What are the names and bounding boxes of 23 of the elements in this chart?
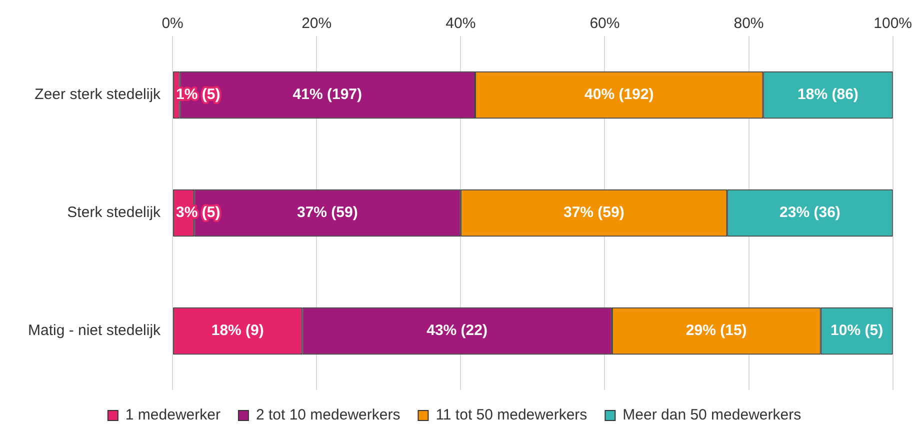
x-tick-label: 100% — [874, 15, 912, 32]
data-label: 29% (15) — [686, 322, 747, 340]
x-tick-label: 40% — [446, 15, 476, 32]
legend-label: 1 medewerker — [125, 406, 220, 424]
data-label: 10% (5) — [830, 322, 884, 340]
data-label: 37% (59) — [296, 204, 358, 222]
y-tick-label: Matig - niet stedelijk — [28, 322, 162, 340]
data-label: 18% (9) — [211, 322, 264, 340]
y-tick-label: Sterk stedelijk — [67, 204, 162, 222]
data-label: 40% (192) — [584, 86, 654, 104]
legend-label: Meer dan 50 medewerkers — [622, 406, 802, 424]
x-tick-label: 20% — [302, 15, 332, 32]
legend-label: 11 tot 50 medewerkers — [436, 406, 588, 424]
y-tick-label: Zeer sterk stedelijk — [34, 86, 162, 104]
legend-label: 2 tot 10 medewerkers — [256, 406, 400, 424]
data-label: 18% (86) — [798, 86, 858, 104]
x-tick-label: 80% — [734, 15, 764, 32]
data-label: 23% (36) — [780, 204, 840, 222]
data-label: 41% (197) — [292, 86, 362, 104]
x-tick-label: 60% — [590, 15, 620, 32]
data-label: 43% (22) — [426, 322, 488, 340]
data-label: 37% (59) — [563, 204, 624, 222]
x-tick-label: 0% — [162, 15, 184, 32]
